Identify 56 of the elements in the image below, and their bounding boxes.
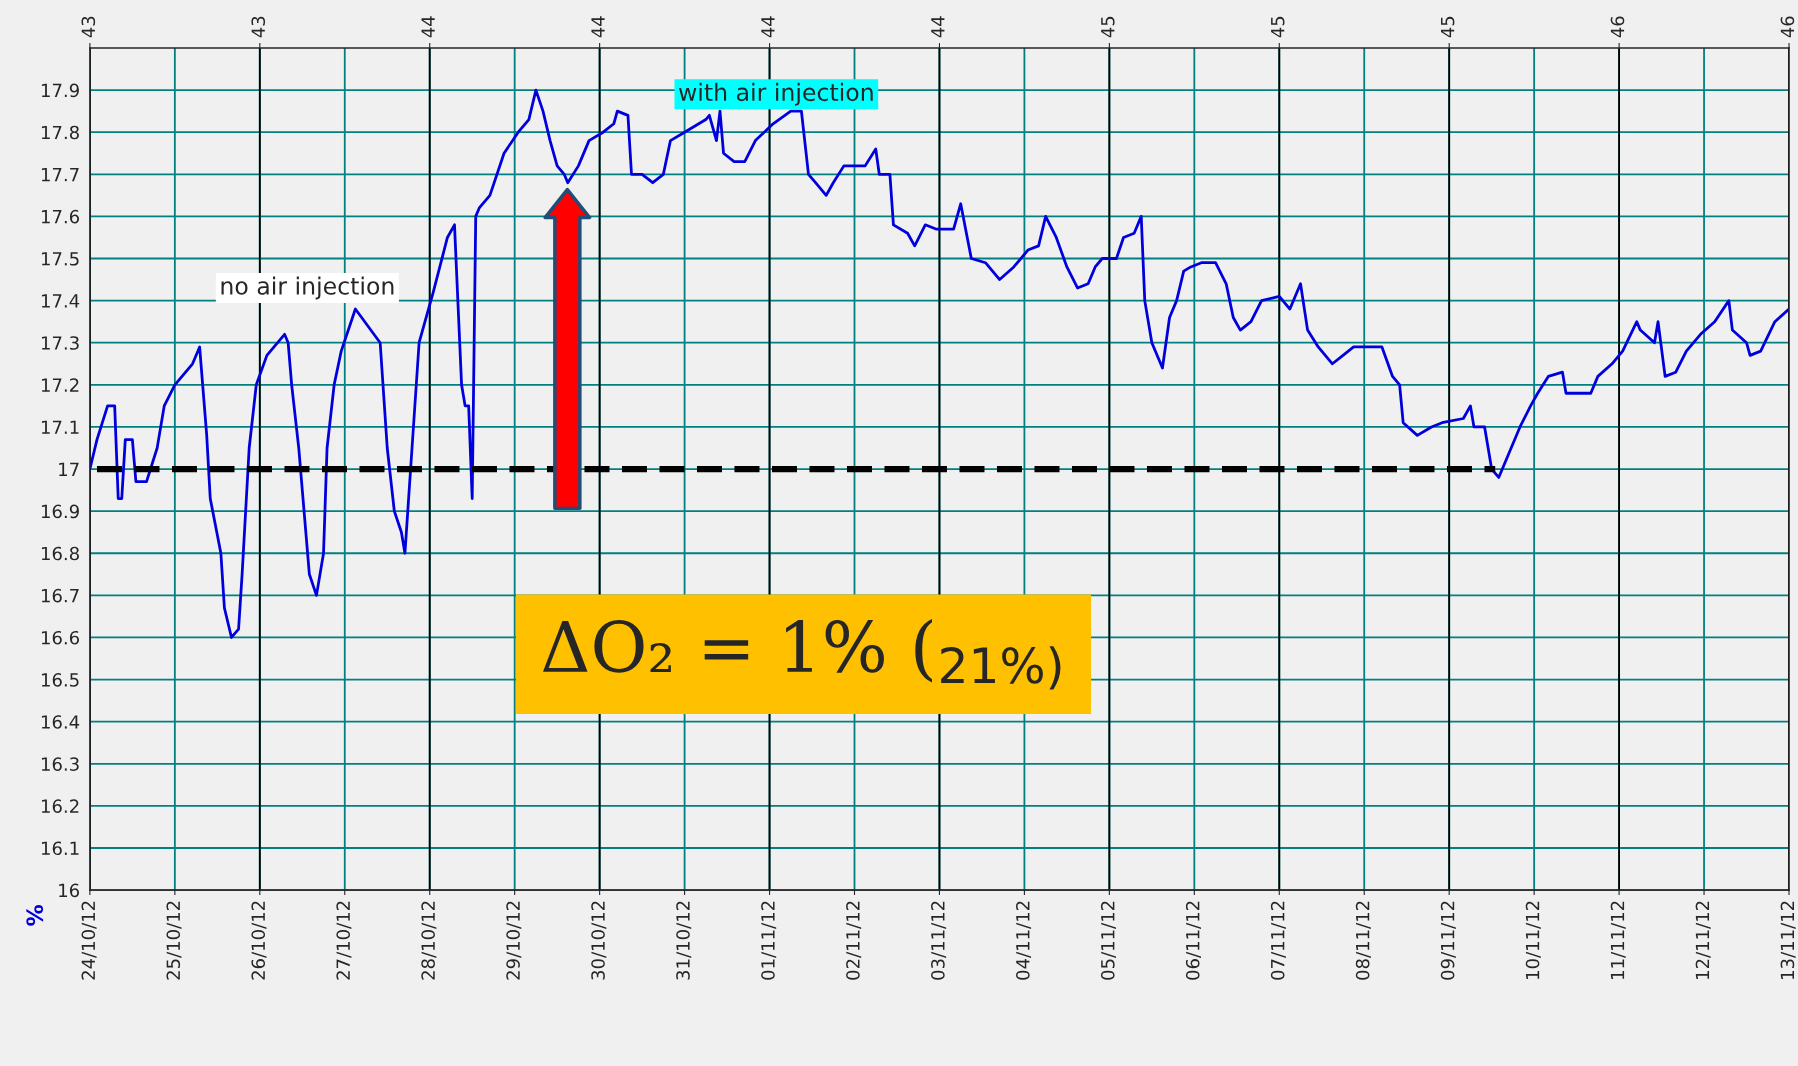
y-tick-label: 16.8 [41, 546, 79, 561]
x2-tick-label: 43 [251, 16, 266, 38]
x-tick-label: 13/11/12 [1780, 901, 1796, 979]
x2-tick-label: 44 [761, 16, 775, 38]
y-tick-label: 17.3 [41, 336, 79, 350]
x-tick-label: 12/11/12 [1695, 901, 1711, 979]
x-tick-label: 30/10/12 [591, 901, 607, 980]
y-tick-label: 17.2 [41, 378, 79, 392]
y-tick-label: 16.2 [41, 799, 79, 814]
x-tick-label: 02/11/12 [846, 901, 862, 980]
x-tick-label: 11/11/12 [1610, 901, 1626, 979]
y-tick-label: 17.9 [41, 83, 79, 98]
x2-tick-label: 43 [81, 16, 96, 38]
annotation: no air injection [221, 276, 394, 300]
y-axis-title: % [26, 904, 44, 926]
y-tick-label: 16.9 [41, 504, 79, 519]
x-tick-label: 08/11/12 [1355, 901, 1371, 980]
y-tick-label: 17.4 [41, 294, 80, 308]
annotation: ΔO₂ = 1% ($_{21%)}$ [542, 618, 1061, 690]
x2-tick-label: 45 [1101, 16, 1115, 38]
y-tick-label: 16.7 [41, 588, 79, 603]
x-tick-label: 25/10/12 [166, 901, 182, 980]
y-tick-label: 17.8 [41, 125, 79, 140]
x2-tick-label: 46 [1780, 16, 1795, 38]
x-tick-label: 09/11/12 [1440, 901, 1456, 980]
x-tick-label: 07/11/12 [1270, 901, 1286, 980]
x2-tick-label: 45 [1441, 16, 1455, 38]
y-tick-label: 17.6 [41, 209, 80, 224]
x2-tick-label: 44 [591, 16, 605, 38]
x-tick-label: 06/11/12 [1185, 901, 1201, 980]
x-tick-label: 01/11/12 [761, 901, 777, 980]
x-tick-label: 24/10/12 [81, 901, 97, 980]
y-tick-label: 16 [59, 883, 80, 898]
x2-tick-label: 44 [931, 16, 945, 38]
x-tick-label: 05/11/12 [1100, 901, 1117, 980]
x2-tick-label: 45 [1271, 16, 1285, 38]
y-tick-label: 16.5 [41, 673, 79, 687]
annotation: with air injection [679, 82, 873, 106]
x-tick-label: 10/11/12 [1525, 901, 1541, 979]
x-tick-label: 31/10/12 [676, 901, 692, 980]
y-tick-label: 16.6 [41, 630, 80, 645]
x-tick-label: 29/10/12 [506, 901, 522, 980]
y-tick-label: 16.1 [41, 841, 79, 856]
y-tick-label: 17 [59, 462, 79, 476]
y-tick-label: 17.5 [41, 252, 79, 266]
x-tick-label: 27/10/12 [336, 901, 352, 980]
x-tick-label: 28/10/12 [421, 901, 437, 980]
x-tick-label: 04/11/12 [1015, 901, 1032, 980]
x2-tick-label: 46 [1610, 16, 1625, 38]
y-tick-label: 17.7 [41, 167, 79, 182]
x-tick-label: 26/10/12 [251, 901, 267, 980]
y-tick-label: 16.3 [41, 757, 79, 771]
y-tick-label: 16.4 [41, 715, 80, 729]
x-tick-label: 03/11/12 [931, 901, 947, 980]
x2-tick-label: 44 [421, 16, 435, 38]
y-tick-label: 17.1 [41, 420, 79, 434]
